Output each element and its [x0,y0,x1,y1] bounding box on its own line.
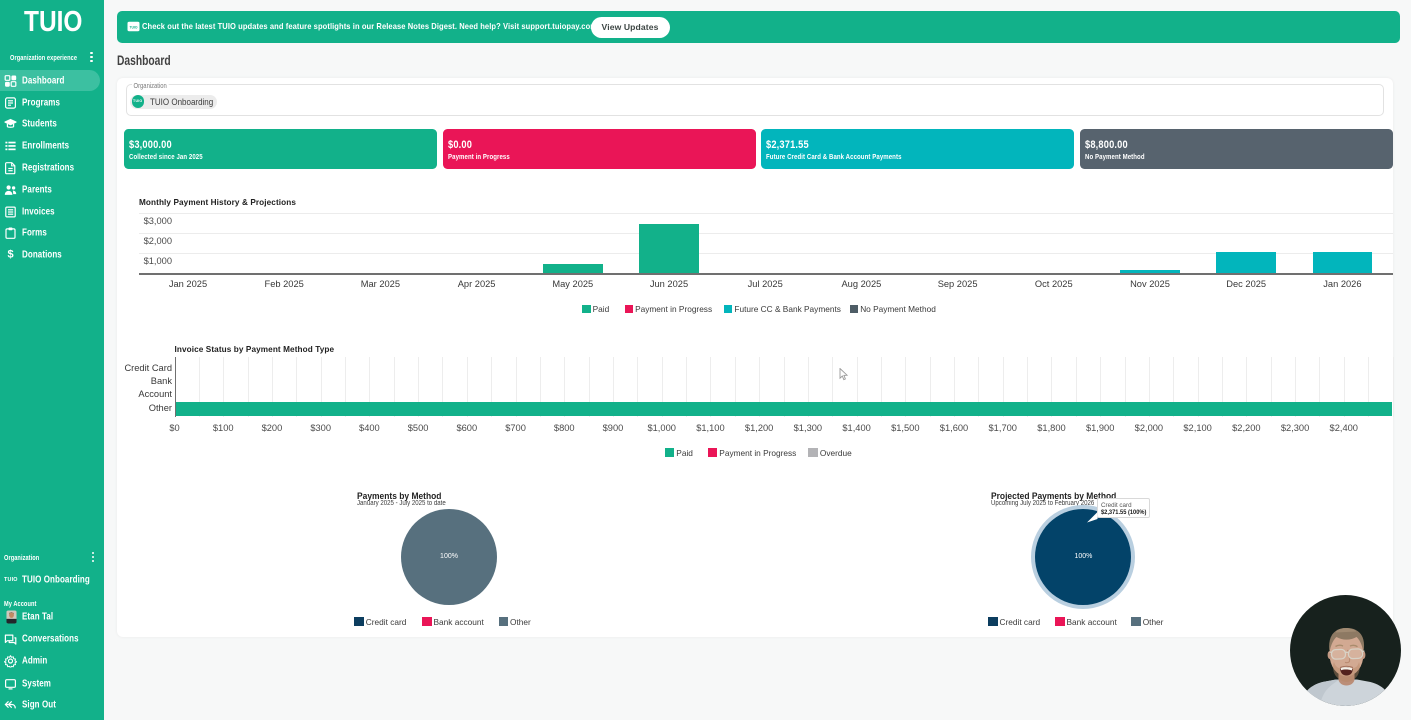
svg-text:TUIO: TUIO [129,25,137,29]
